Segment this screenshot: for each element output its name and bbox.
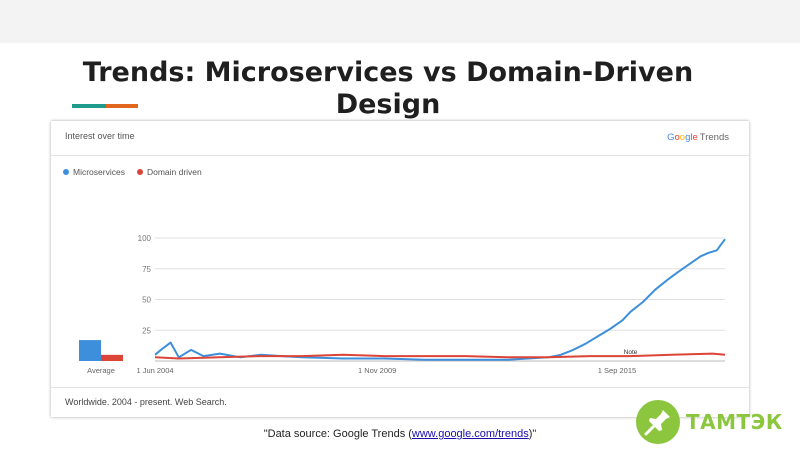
average-label: Average: [87, 366, 115, 375]
source-prefix: "Data source: Google Trends (: [263, 428, 412, 440]
panel-title: Interest over time: [65, 131, 135, 141]
y-tick-label: 75: [142, 265, 151, 274]
panel-header: Interest over time Google Trends: [51, 121, 749, 156]
chart-annotation: Note: [624, 349, 638, 356]
data-source-caption: "Data source: Google Trends (www.google.…: [0, 428, 800, 440]
google-trends-logo: Google Trends: [667, 132, 729, 143]
brand-logo: ТАМТЭК: [636, 400, 783, 444]
top-band: [0, 0, 800, 43]
series-line-domain-driven: [154, 352, 726, 360]
google-letter: e: [692, 132, 698, 143]
legend-label: Microservices: [73, 167, 125, 177]
legend-item-domain-driven[interactable]: Domain driven: [136, 167, 202, 177]
legend-dot-icon: [136, 169, 143, 175]
legend-dot-icon: [63, 169, 69, 175]
accent-bar-orange: [106, 104, 138, 108]
footer-divider: [51, 387, 749, 388]
google-letter: G: [667, 132, 675, 143]
google-letter: o: [679, 132, 686, 143]
y-tick-label: 100: [138, 234, 152, 243]
x-tick-label: 1 Sep 2015: [598, 366, 636, 375]
google-wordmark: Google: [667, 132, 698, 143]
accent-bar-teal: [72, 104, 106, 108]
trends-panel: Interest over time Google Trends Microser…: [51, 121, 749, 417]
x-tick-label: 1 Nov 2009: [358, 366, 396, 375]
average-bar-domain-driven: [101, 354, 123, 361]
x-tick-label: 1 Jun 2004: [136, 366, 173, 375]
pin-icon: [636, 400, 680, 444]
legend-item-microservices[interactable]: Microservices: [63, 167, 125, 177]
chart-plot: 25 50 75 100 1 Jun 2004 1 Nov 2009 1 Sep 2015 A…: [79, 234, 726, 375]
google-letter: g: [685, 132, 691, 143]
average-bar-microservices: [79, 340, 101, 361]
y-tick-label: 50: [142, 296, 151, 305]
chart-legend: Microservices Domain driven: [63, 167, 202, 177]
brand-name: ТАМТЭК: [686, 410, 783, 434]
trends-wordmark: Trends: [699, 132, 729, 143]
source-link[interactable]: www.google.com/trends: [411, 428, 529, 440]
google-letter: l: [690, 132, 693, 143]
panel-footer: Worldwide. 2004 - present. Web Search.: [65, 397, 227, 407]
y-tick-label: 25: [142, 326, 151, 335]
source-suffix: )": [528, 428, 537, 440]
slide-title: Trends: Microservices vs Domain-Driven D…: [82, 57, 694, 120]
google-letter: o: [674, 132, 680, 143]
legend-label: Domain driven: [146, 167, 202, 177]
